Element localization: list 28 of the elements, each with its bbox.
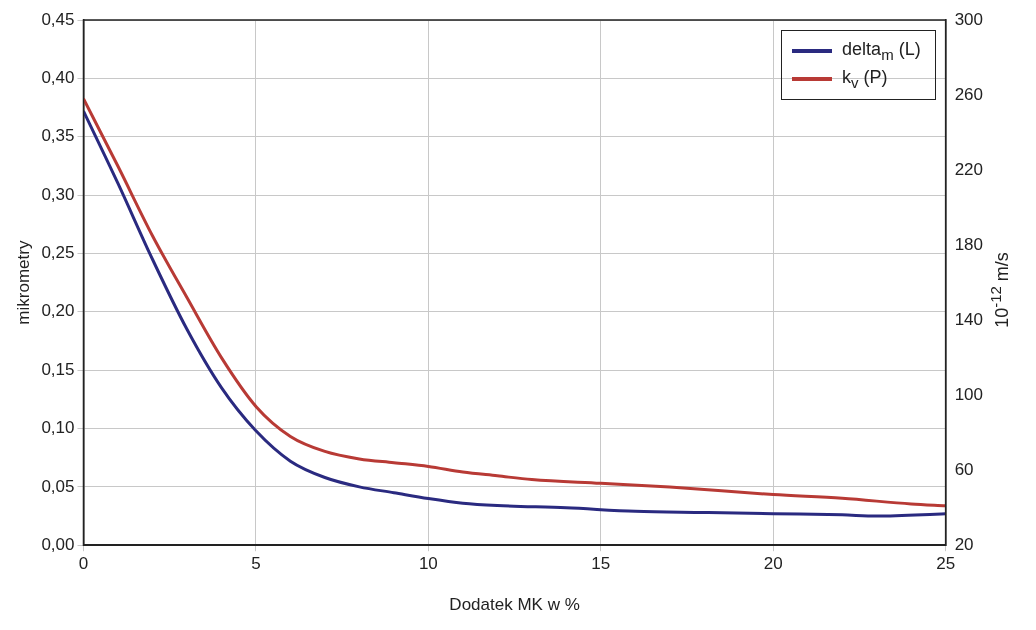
- y-axis-title: mikrometry: [13, 240, 33, 325]
- y2-tick-label: 100: [954, 384, 984, 404]
- x-tick-label: 10: [418, 554, 438, 574]
- y2-tick-label: 60: [954, 459, 974, 479]
- legend-label: k$_{v}$ (P): [842, 67, 888, 91]
- y2-tick-label: 20: [954, 534, 974, 554]
- y2-tick-label: 260: [954, 84, 984, 104]
- y-tick-label: 0,35: [41, 126, 75, 146]
- y-tick-label: 0,30: [41, 184, 75, 204]
- legend-label: delta$_{m}$ (L): [842, 39, 921, 63]
- y2-tick-label: 140: [954, 309, 984, 329]
- y-tick-label: 0,00: [41, 534, 75, 554]
- y2-tick-label: 180: [954, 234, 984, 254]
- y-tick-label: 0,05: [41, 476, 75, 496]
- y2-tick-label: 300: [954, 9, 984, 29]
- x-axis-title: Dodatek MK w %: [449, 595, 580, 615]
- y-tick-label: 0,45: [41, 9, 75, 29]
- y-tick-label: 0,25: [41, 243, 75, 263]
- y-tick-label: 0,10: [41, 418, 75, 438]
- x-tick-label: 15: [591, 554, 611, 574]
- y2-tick-label: 220: [954, 159, 984, 179]
- x-tick-label: 20: [763, 554, 783, 574]
- x-tick-label: 5: [251, 554, 261, 574]
- x-tick-label: 0: [78, 554, 89, 574]
- y-tick-label: 0,20: [41, 301, 75, 321]
- x-tick-label: 25: [936, 554, 956, 574]
- y-tick-label: 0,15: [41, 359, 75, 379]
- y-tick-label: 0,40: [41, 68, 75, 88]
